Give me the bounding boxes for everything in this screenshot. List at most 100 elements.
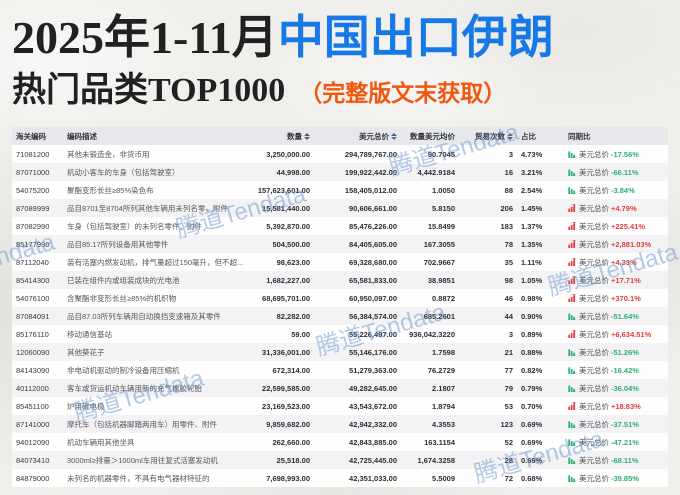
cell-usd-total: 42,942,332.00 xyxy=(316,415,404,433)
cell-quantity: 3,250,000.00 xyxy=(252,145,316,163)
cell-share: 1.45% xyxy=(518,199,566,217)
cell-description: 移动通信基站 xyxy=(64,325,252,343)
cell-trade-count: 3 xyxy=(462,145,518,163)
cell-avg-price: 90.7045 xyxy=(404,145,462,163)
cell-share: 1.05% xyxy=(518,271,566,289)
cell-share: 0.68% xyxy=(518,469,566,487)
subtitle-text: 热门品类TOP1000 xyxy=(12,72,286,109)
trend-up-icon xyxy=(568,239,576,248)
sort-trade-count-icon[interactable] xyxy=(507,132,513,141)
cell-avg-price: 685.2601 xyxy=(404,307,462,325)
cell-description: 已装在组件内或组装成块的光电池 xyxy=(64,271,252,289)
yoy-metric-label: 美元总价 xyxy=(579,419,609,429)
cell-share: 0.89% xyxy=(518,325,566,343)
sort-quantity-icon[interactable] xyxy=(304,132,310,141)
cell-description: 其他未锻造金，非货币用 xyxy=(64,145,252,163)
yoy-percent: +370.1% xyxy=(611,293,641,303)
yoy-metric-label: 美元总价 xyxy=(579,185,609,195)
cell-avg-price: 76.2729 xyxy=(404,361,462,379)
cell-usd-total: 199,922,442.00 xyxy=(316,163,404,181)
sort-usd-total-icon[interactable] xyxy=(391,132,397,141)
cell-trade-count: 46 xyxy=(462,289,518,307)
trend-down-icon xyxy=(568,150,576,158)
cell-hs-code: 84879000 xyxy=(12,469,64,487)
trend-up-icon xyxy=(568,329,576,338)
cell-yoy: 美元总价 -37.51% xyxy=(566,415,668,433)
page-subtitle: 热门品类TOP1000 （完整版文末获取） xyxy=(12,71,554,114)
table-body: 71081200 其他未锻造金，非货币用 3,250,000.00 294,789,7… xyxy=(12,145,668,487)
cell-usd-total: 65,581,833.00 xyxy=(316,271,404,289)
cell-yoy: 美元总价 +6,634.51% xyxy=(566,325,668,343)
cell-quantity: 157,623,601.00 xyxy=(252,181,316,199)
cell-trade-count: 79 xyxy=(462,379,518,397)
cell-usd-total: 49,282,645.00 xyxy=(316,379,404,397)
cell-yoy: 美元总价 +17.71% xyxy=(566,271,668,289)
cell-hs-code: 87141000 xyxy=(12,415,64,433)
cell-quantity: 7,698,993.00 xyxy=(252,469,316,487)
yoy-metric-label: 美元总价 xyxy=(579,437,609,447)
cell-hs-code: 54076100 xyxy=(12,289,64,307)
cell-quantity: 44,998.00 xyxy=(252,163,316,181)
trend-down-icon xyxy=(568,438,576,446)
table-row: 84879000 未列名的机器零件，不具有电气器材特征的 7,698,993.00 4… xyxy=(12,469,668,487)
cell-avg-price: 15.8499 xyxy=(404,217,462,235)
table-row: 54075200 聚酯变形长丝≥85%染色布 157,623,601.00 158,4… xyxy=(12,181,668,199)
cell-share: 0.79% xyxy=(518,379,566,397)
cell-usd-total: 85,476,226.00 xyxy=(316,217,404,235)
trend-down-icon xyxy=(568,348,576,356)
page-title: 2025年1-11月中国出口伊朗 xyxy=(12,12,554,64)
col-header-avg-price: 数量美元均价 xyxy=(404,127,462,145)
trend-up-icon xyxy=(568,293,576,302)
cell-hs-code: 84073410 xyxy=(12,451,64,469)
yoy-metric-label: 美元总价 xyxy=(579,167,609,177)
table-row: 40112000 客车或货运机动车辆用新的充气橡胶轮胎 22,599,585.00 4… xyxy=(12,379,668,397)
cell-avg-price: 936,042.3220 xyxy=(404,325,462,343)
cell-avg-price: 5.5009 xyxy=(404,469,462,487)
cell-quantity: 15,581,440.00 xyxy=(252,199,316,217)
cell-quantity: 504,500.00 xyxy=(252,235,316,253)
cell-description: 车身（包括驾驶室）的未列名零件、附件 xyxy=(64,217,252,235)
yoy-metric-label: 美元总价 xyxy=(579,239,609,249)
yoy-metric-label: 美元总价 xyxy=(579,149,609,159)
cell-hs-code: 85177990 xyxy=(12,235,64,253)
table-row: 87071000 机动小客车的车身（包括驾驶室） 44,998.00 199,922,… xyxy=(12,163,668,181)
cell-avg-price: 1.8794 xyxy=(404,397,462,415)
cell-quantity: 82,282.00 xyxy=(252,307,316,325)
subtitle-note: （完整版文末获取） xyxy=(299,81,507,106)
cell-hs-code: 85414300 xyxy=(12,271,64,289)
yoy-metric-label: 美元总价 xyxy=(579,401,609,411)
cell-quantity: 22,599,585.00 xyxy=(252,379,316,397)
yoy-metric-label: 美元总价 xyxy=(579,347,609,357)
cell-hs-code: 85176110 xyxy=(12,325,64,343)
cell-yoy: 美元总价 +4.79% xyxy=(566,199,668,217)
cell-description: 其他葵花子 xyxy=(64,343,252,361)
yoy-percent: +18.83% xyxy=(611,401,641,411)
cell-avg-price: 163.1154 xyxy=(404,433,462,451)
cell-hs-code: 40112000 xyxy=(12,379,64,397)
cell-trade-count: 77 xyxy=(462,361,518,379)
cell-description: 客车或货运机动车辆用新的充气橡胶轮胎 xyxy=(64,379,252,397)
title-highlight: 中国出口伊朗 xyxy=(277,12,554,63)
cell-share: 2.54% xyxy=(518,181,566,199)
cell-usd-total: 43,543,672.00 xyxy=(316,397,404,415)
cell-trade-count: 44 xyxy=(462,307,518,325)
yoy-percent: -3.84% xyxy=(611,185,635,195)
cell-usd-total: 60,950,097.00 xyxy=(316,289,404,307)
cell-hs-code: 87112040 xyxy=(12,253,64,271)
cell-usd-total: 158,405,012.00 xyxy=(316,181,404,199)
table-row: 54076100 含聚酯非变形长丝≥85%的机织物 68,695,701.00 60,… xyxy=(12,289,668,307)
cell-trade-count: 28 xyxy=(462,451,518,469)
cell-description: 机动车辆用其他坐具 xyxy=(64,433,252,451)
table-row: 84073410 3000ml≥排量＞1000ml车用往复式活塞发动机 25,518… xyxy=(12,451,668,469)
cell-hs-code: 87082990 xyxy=(12,217,64,235)
yoy-metric-label: 美元总价 xyxy=(579,329,609,339)
cell-avg-price: 4.3553 xyxy=(404,415,462,433)
trend-down-icon xyxy=(568,384,576,392)
cell-trade-count: 88 xyxy=(462,181,518,199)
cell-quantity: 31,336,001.00 xyxy=(252,343,316,361)
cell-avg-price: 0.8872 xyxy=(404,289,462,307)
col-header-usd-total: 美元总价 xyxy=(316,127,404,145)
cell-hs-code: 87089999 xyxy=(12,199,64,217)
cell-avg-price: 702.9667 xyxy=(404,253,462,271)
table-row: 87089999 品目8701至8704所列其他车辆用未列名零、附件 15,581,… xyxy=(12,199,668,217)
